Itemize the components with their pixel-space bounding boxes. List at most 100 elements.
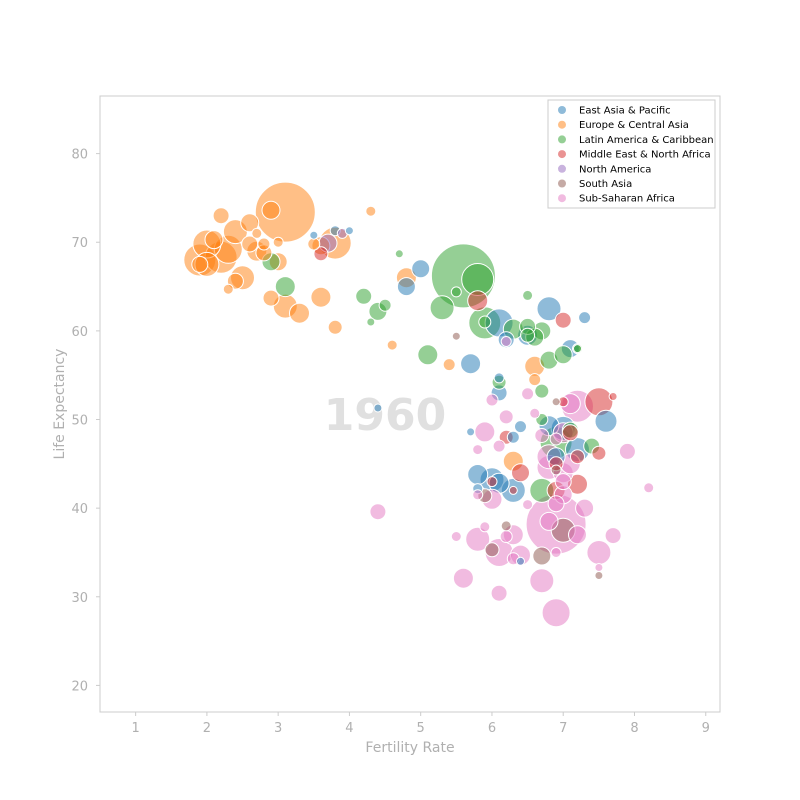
bubble-series-6-point-37 <box>594 563 604 572</box>
x-axis-label: Fertility Rate <box>365 740 454 756</box>
bubble-series-6-point-5 <box>465 526 491 552</box>
bubble-series-6-point-11 <box>586 540 612 565</box>
bubble-series-2-point-28 <box>478 315 492 329</box>
bubble-series-2-point-8 <box>394 249 404 259</box>
bubble-series-0-point-12 <box>467 464 489 485</box>
x-axis-ticks: 1 2 3 4 5 6 7 8 9 <box>131 712 710 736</box>
bubble-series-0-point-20 <box>373 403 383 413</box>
y-axis-ticks: 20 30 40 50 60 70 80 <box>71 148 100 694</box>
bubble-series-1-point-36 <box>191 255 209 273</box>
bubble-series-0-point-22 <box>344 226 354 236</box>
bubble-series-6-point-18 <box>547 495 565 513</box>
bubble-series-0-point-18 <box>514 420 527 434</box>
bubble-series-6-point-29 <box>369 503 387 521</box>
y-tick-label-70: 70 <box>71 236 88 251</box>
bubble-series-3-point-1 <box>561 424 579 442</box>
legend-label-2: Latin America & Caribbean <box>579 135 714 146</box>
bubble-series-6-point-22 <box>485 393 499 407</box>
bubble-series-2-point-3 <box>429 295 455 321</box>
bubble-series-6-point-1 <box>541 598 571 628</box>
bubble-series-1-point-30 <box>528 373 542 387</box>
bubble-series-1-point-31 <box>262 289 280 307</box>
bubble-series-6-point-25 <box>534 428 550 443</box>
bubble-series-6-point-9 <box>452 567 474 589</box>
bubble-series-1-point-34 <box>251 227 263 239</box>
bubble-series-1-point-19 <box>327 319 343 335</box>
x-tick-label-3: 3 <box>274 721 282 736</box>
bubble-series-1-point-25 <box>386 339 398 351</box>
bubble-series-6-point-10 <box>490 584 508 602</box>
bubble-series-0-point-1 <box>460 353 482 375</box>
x-tick-label-1: 1 <box>131 721 139 736</box>
bubble-series-3-point-14 <box>608 392 618 401</box>
bubble-series-6-point-32 <box>522 499 534 511</box>
y-tick-label-60: 60 <box>71 325 88 340</box>
y-tick-label-40: 40 <box>71 502 88 517</box>
bubble-series-1-point-17 <box>289 302 310 324</box>
legend-label-3: Middle East & North Africa <box>579 150 711 161</box>
bubble-series-3-point-2 <box>554 311 572 329</box>
bubble-series-6-point-42 <box>554 473 572 491</box>
bubble-series-2-point-29 <box>520 327 536 343</box>
bubble-series-6-point-31 <box>568 525 587 545</box>
bubble-series-2-point-16 <box>553 345 573 365</box>
bubble-series-1-point-7 <box>204 230 224 250</box>
bubble-series-6-point-16 <box>575 498 595 518</box>
bubble-series-6-point-8 <box>529 568 555 594</box>
bubble-series-3-point-7 <box>591 445 607 461</box>
y-tick-label-20: 20 <box>71 679 88 694</box>
bubble-series-6-point-38 <box>479 521 491 533</box>
bubble-series-0-point-24 <box>396 277 416 297</box>
y-tick-label-80: 80 <box>71 148 88 163</box>
bubble-series-1-point-0 <box>254 181 316 243</box>
bubble-series-2-point-27 <box>274 276 296 298</box>
legend-marker-6 <box>558 194 566 203</box>
bubble-series-6-point-24 <box>492 439 506 453</box>
bubble-series-0-point-16 <box>506 430 520 444</box>
bubble-series-2-point-9 <box>366 317 376 327</box>
bubble-series-6-point-26 <box>604 527 622 545</box>
bubble-series-6-point-36 <box>550 547 562 558</box>
bubble-series-6-point-35 <box>472 489 484 501</box>
x-tick-label-9: 9 <box>702 721 710 736</box>
bubble-series-1-point-33 <box>257 237 271 251</box>
bubble-series-0-point-3 <box>578 311 592 325</box>
x-tick-label-8: 8 <box>630 721 638 736</box>
bubble-series-5-point-1 <box>532 546 552 566</box>
bubble-series-6-point-20 <box>474 421 496 443</box>
bubble-layer <box>183 181 655 628</box>
bubble-series-6-point-39 <box>529 407 541 419</box>
bubble-series-2-point-10 <box>450 286 462 298</box>
bubble-series-2-point-4 <box>417 344 439 366</box>
legend-marker-5 <box>558 179 566 188</box>
legend-marker-2 <box>558 135 566 144</box>
x-tick-label-7: 7 <box>559 721 567 736</box>
bubble-series-6-point-44 <box>500 336 512 347</box>
bubble-series-3-point-12 <box>486 476 498 488</box>
bubble-series-1-point-21 <box>222 283 234 295</box>
bubble-series-2-point-30 <box>573 344 582 354</box>
bubble-series-6-point-21 <box>498 409 514 425</box>
bubble-series-5-point-7 <box>594 571 604 580</box>
bubble-series-1-point-8 <box>212 207 230 225</box>
bubble-series-1-point-10 <box>240 213 260 233</box>
bubble-series-1-point-11 <box>261 200 281 220</box>
bubble-series-5-point-4 <box>500 520 512 532</box>
bubble-series-0-point-19 <box>466 427 476 437</box>
bubble-series-1-point-18 <box>310 286 332 308</box>
legend-label-0: East Asia & Pacific <box>579 106 671 117</box>
x-tick-label-4: 4 <box>345 721 353 736</box>
year-annotation: 1960 <box>324 390 446 441</box>
y-tick-label-30: 30 <box>71 591 88 606</box>
legend-marker-1 <box>558 120 566 129</box>
bubble-series-1-point-35 <box>272 236 284 248</box>
legend-label-4: North America <box>579 164 651 175</box>
legend-label-5: South Asia <box>579 179 632 190</box>
bubble-series-5-point-5 <box>550 464 562 476</box>
bubble-series-0-point-27 <box>516 556 525 566</box>
legend-box <box>547 99 716 209</box>
bubble-series-3-point-3 <box>467 290 489 312</box>
bubble-series-0-point-25 <box>411 259 431 279</box>
bubble-series-2-point-25 <box>522 289 534 301</box>
bubble-series-3-point-4 <box>511 463 530 483</box>
